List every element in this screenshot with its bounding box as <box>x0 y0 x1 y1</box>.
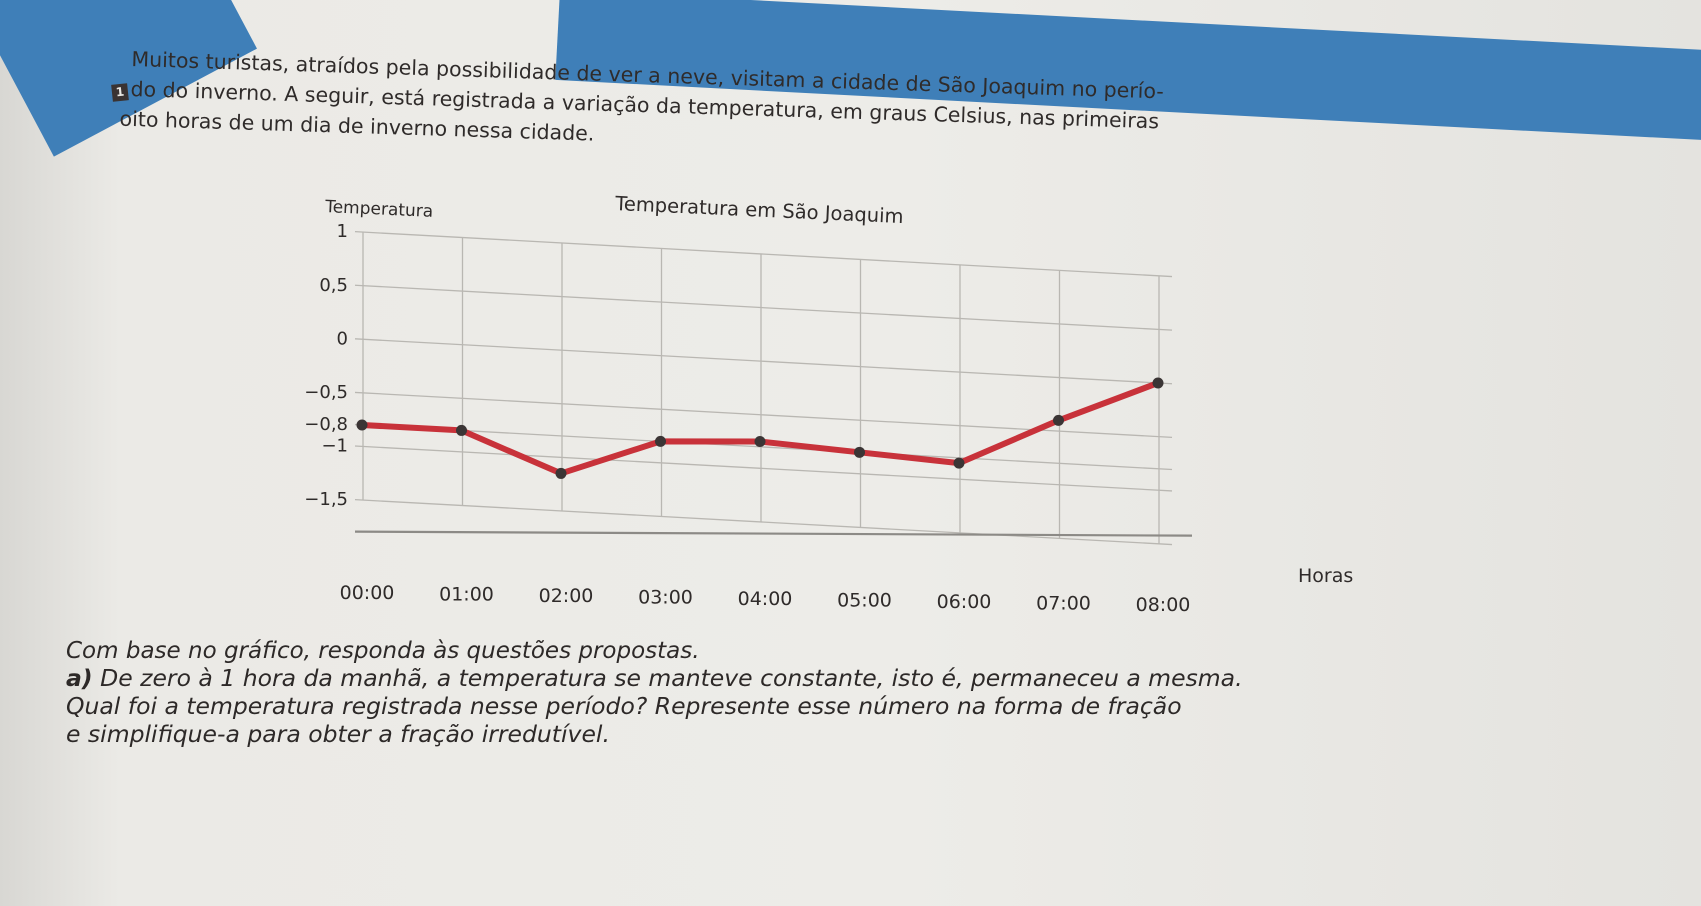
data-point-6 <box>953 457 965 469</box>
data-point-2 <box>555 467 567 479</box>
data-point-3 <box>655 435 666 447</box>
series-line-group <box>356 377 1164 479</box>
x-tick-label-8: 08:00 <box>1136 594 1191 616</box>
x-tick-label-2: 02:00 <box>539 585 594 607</box>
y-tick-labels: 1 0,5 0 −0,5 −0,8−1 −1,5 <box>304 221 348 510</box>
y-tick-label-5: −1 <box>321 436 348 457</box>
x-tick-label-1: 01:00 <box>439 584 494 606</box>
data-point-4 <box>754 435 766 447</box>
x-tick-labels: 00:00 01:00 02:00 03:00 04:00 05:00 06:00 07:00… <box>340 582 1191 616</box>
question-block: Com base no gráfico, responda às questõe… <box>66 638 1666 748</box>
series-line <box>359 379 1161 477</box>
y-tick-label-4: −0,8 <box>304 414 348 435</box>
data-point-7 <box>1053 414 1064 426</box>
instruction-text: Com base no gráfico, responda às questõe… <box>66 638 700 664</box>
y-tick-label-0: 1 <box>337 221 348 242</box>
gridline-h-2 <box>354 338 1173 385</box>
data-point-5 <box>854 446 865 458</box>
data-point-0 <box>356 419 368 431</box>
x-tick-label-5: 05:00 <box>837 590 892 612</box>
gridline-h-4 <box>354 423 1173 471</box>
chart-title: Temperatura em São Joaquim <box>614 192 904 228</box>
gridline-h-5 <box>354 445 1173 492</box>
x-tick-label-0: 00:00 <box>340 582 395 604</box>
y-axis-label: Temperatura <box>324 197 434 222</box>
question-a-label: a) <box>66 664 93 692</box>
question-a-line-1: a) De zero à 1 hora da manhã, a temperat… <box>66 664 1666 692</box>
gridline-h-0 <box>354 230 1173 278</box>
y-tick-label-2: 0 <box>337 328 348 349</box>
question-a-line-2: Qual foi a temperatura registrada nesse … <box>66 692 1182 720</box>
x-tick-label-6: 06:00 <box>937 591 992 613</box>
y-tick-label-6: −1,5 <box>304 489 348 510</box>
question-a-text-1: De zero à 1 hora da manhã, a temperatura… <box>100 664 1243 692</box>
x-tick-label-4: 04:00 <box>738 588 793 610</box>
x-axis-label: Horas <box>1298 565 1353 587</box>
data-point-8 <box>1152 377 1164 389</box>
x-tick-label-3: 03:00 <box>638 587 693 609</box>
x-tick-label-7: 07:00 <box>1036 593 1091 615</box>
gridline-h-6 <box>354 498 1173 546</box>
gridline-h-3 <box>354 391 1173 438</box>
x-axis-line <box>354 530 1193 537</box>
gridline-h-1 <box>354 284 1173 331</box>
y-tick-label-3: −0,5 <box>304 382 348 403</box>
chart-grid <box>354 230 1193 546</box>
y-tick-label-1: 0,5 <box>319 275 348 296</box>
question-a-line-3: e simplifique-a para obter a fração irre… <box>66 720 610 748</box>
data-point-1 <box>456 424 467 436</box>
